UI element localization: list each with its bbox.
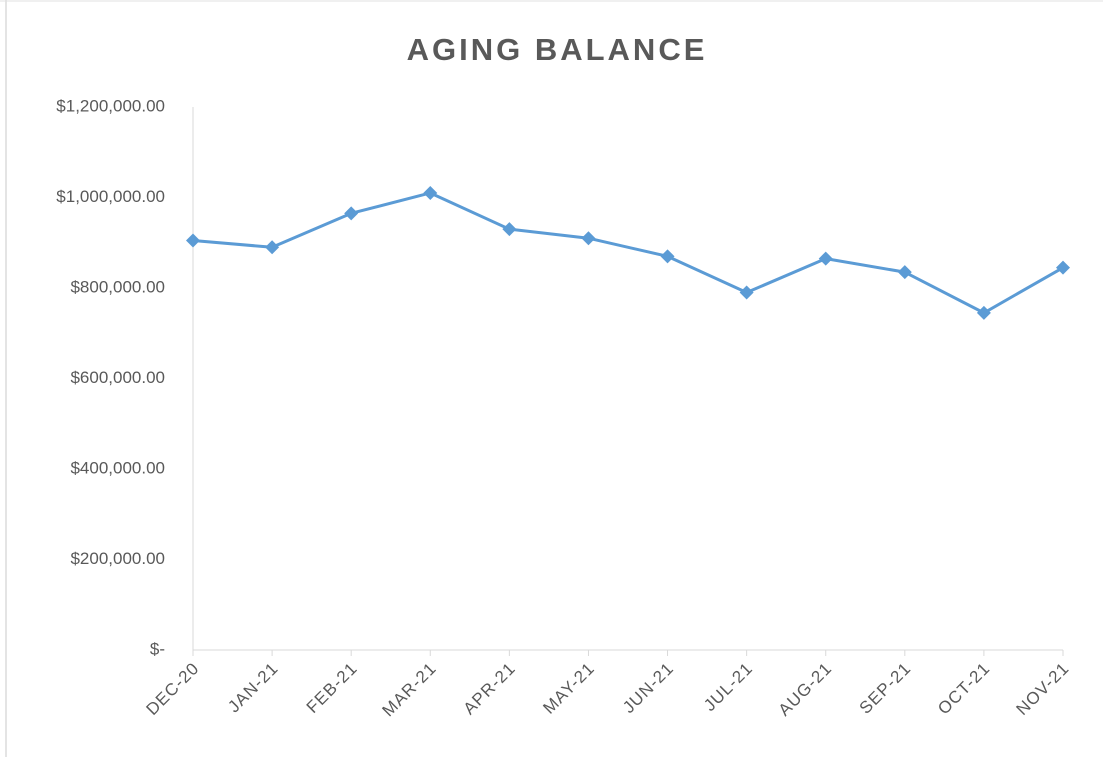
y-tick-label: $1,000,000.00 bbox=[56, 187, 165, 206]
x-tick-label: APR-21 bbox=[460, 659, 520, 719]
x-tick-label: AUG-21 bbox=[775, 659, 836, 720]
chart-title: AGING BALANCE bbox=[407, 32, 708, 67]
marker bbox=[502, 222, 517, 237]
y-tick-label: $- bbox=[150, 639, 165, 658]
marker bbox=[897, 265, 912, 280]
x-tick-label: FEB-21 bbox=[303, 659, 361, 717]
marker bbox=[423, 185, 438, 200]
marker bbox=[818, 251, 833, 266]
y-tick-label: $400,000.00 bbox=[70, 458, 165, 477]
y-tick-label: $800,000.00 bbox=[70, 277, 165, 296]
x-tick-label: NOV-21 bbox=[1013, 659, 1073, 719]
marker bbox=[186, 233, 200, 248]
line bbox=[192, 191, 1064, 315]
marker bbox=[1056, 260, 1070, 275]
marker bbox=[660, 249, 675, 264]
x-tick-label: JAN-21 bbox=[224, 659, 282, 717]
x-tick-label: JUL-21 bbox=[700, 659, 756, 715]
marker bbox=[581, 231, 596, 246]
x-tick-label: MAY-21 bbox=[539, 659, 598, 718]
y-tick-label: $600,000.00 bbox=[70, 368, 165, 387]
x-tick-label: DEC-20 bbox=[143, 659, 203, 719]
marker bbox=[739, 285, 754, 300]
y-tick-label: $200,000.00 bbox=[70, 549, 165, 568]
marker bbox=[344, 206, 359, 221]
marker bbox=[976, 305, 991, 320]
y-tick-label: $1,200,000.00 bbox=[56, 96, 165, 115]
x-tick-label: OCT-21 bbox=[934, 659, 994, 719]
x-tick-label: MAR-21 bbox=[378, 659, 440, 721]
x-tick-label: JUN-21 bbox=[619, 659, 677, 717]
marker bbox=[265, 240, 280, 255]
x-tick-label: SEP-21 bbox=[856, 659, 915, 718]
